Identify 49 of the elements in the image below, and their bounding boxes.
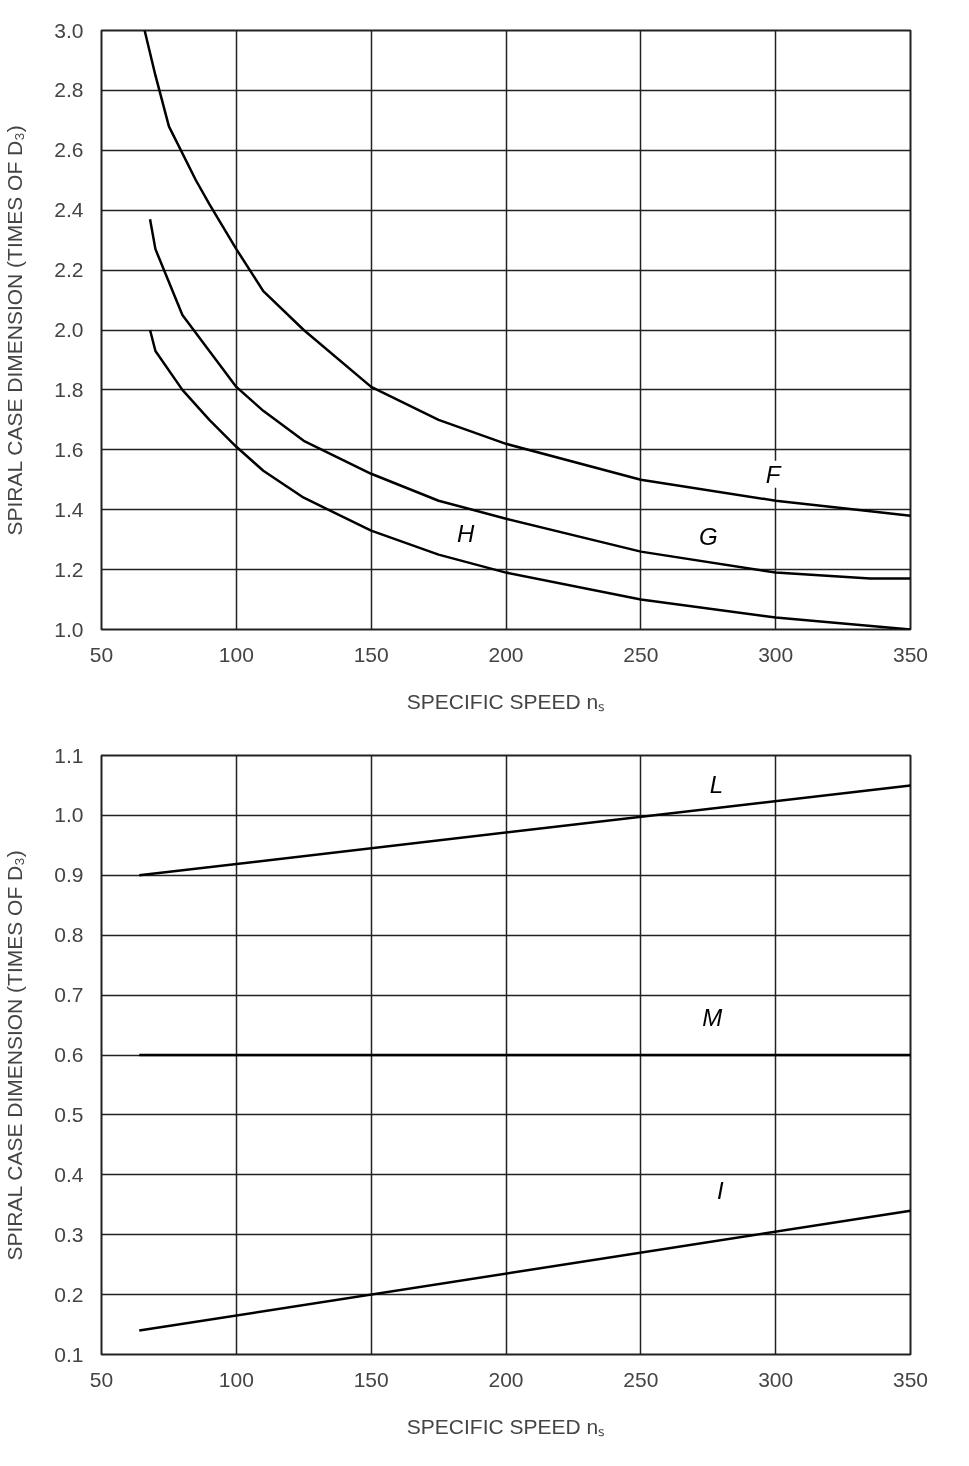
x-tick-label: 50 <box>89 1367 114 1391</box>
y-tick-label: 0.6 <box>54 1043 84 1066</box>
y-tick-label: 1.6 <box>54 437 84 461</box>
y-tick-label: 2.2 <box>54 258 84 282</box>
y-tick-label: 0.2 <box>54 1282 84 1306</box>
y-tick-label: 0.1 <box>54 1342 84 1366</box>
series-label: I <box>717 1176 725 1204</box>
y-tick-label: 0.5 <box>54 1102 84 1126</box>
y-tick-label: 1.2 <box>54 557 84 581</box>
x-tick-label: 350 <box>892 642 929 666</box>
x-axis-title: SPECIFIC SPEED nₛ <box>406 1414 606 1438</box>
x-tick-label: 250 <box>623 1367 659 1391</box>
series-label: M <box>702 1003 723 1031</box>
y-tick-label: 3.0 <box>54 18 84 42</box>
y-tick-label: 0.7 <box>54 983 84 1007</box>
y-tick-label: 2.4 <box>54 198 84 222</box>
x-axis-title: SPECIFIC SPEED nₛ <box>406 689 606 713</box>
y-tick-label: 1.8 <box>54 377 84 401</box>
y-axis-title: SPIRAL CASE DIMENSION (TIMES OF D₃) <box>3 125 27 536</box>
x-tick-label: 250 <box>623 642 659 666</box>
series-label: H <box>456 520 475 548</box>
y-tick-label: 1.4 <box>54 497 84 521</box>
x-tick-label: 150 <box>353 1367 389 1391</box>
y-tick-label: 2.0 <box>54 318 84 341</box>
x-tick-label: 200 <box>488 642 524 666</box>
x-tick-label: 200 <box>488 1367 524 1391</box>
y-tick-label: 0.4 <box>54 1162 84 1186</box>
series-label: L <box>709 770 724 798</box>
y-tick-label: 1.0 <box>54 617 84 641</box>
line-series <box>143 30 911 517</box>
y-tick-label: 2.6 <box>54 138 84 162</box>
y-tick-label: 2.8 <box>54 78 84 102</box>
x-tick-label: 100 <box>218 1367 254 1391</box>
x-tick-label: 300 <box>758 642 794 666</box>
line-series <box>148 217 911 580</box>
line-series <box>148 328 911 630</box>
x-tick-label: 300 <box>758 1367 794 1391</box>
y-axis-title: SPIRAL CASE DIMENSION (TIMES OF D₃) <box>3 850 27 1261</box>
series-label: F <box>765 460 782 488</box>
y-tick-label: 0.3 <box>54 1222 84 1246</box>
x-tick-label: 150 <box>353 642 389 666</box>
x-tick-label: 50 <box>89 642 114 666</box>
x-tick-label: 350 <box>892 1367 929 1391</box>
x-tick-label: 100 <box>218 642 254 666</box>
y-tick-label: 0.8 <box>54 923 84 947</box>
y-tick-label: 0.9 <box>54 863 84 887</box>
y-tick-label: 1.0 <box>54 803 84 827</box>
series-label: G <box>698 522 718 550</box>
y-tick-label: 1.1 <box>54 743 84 767</box>
